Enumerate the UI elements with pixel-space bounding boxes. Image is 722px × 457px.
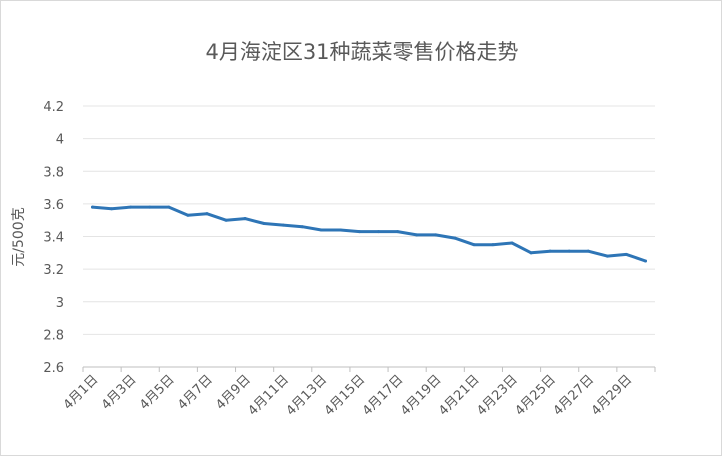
x-tick-label: 4月23日 [474, 372, 521, 419]
data-point [300, 225, 304, 229]
data-point [319, 228, 323, 232]
data-point [491, 243, 495, 247]
x-tick-label: 4月7日 [175, 372, 216, 413]
y-tick-label: 2.6 [43, 361, 64, 376]
data-point [605, 254, 609, 258]
x-axis-ticks: 4月1日4月3日4月5日4月7日4月9日4月11日4月13日4月15日4月17日… [61, 367, 656, 419]
series-line [91, 205, 647, 263]
x-tick-label: 4月15日 [322, 372, 369, 419]
y-tick-label: 3.4 [43, 231, 64, 246]
data-point [415, 233, 419, 237]
y-tick-label: 3.6 [43, 198, 64, 213]
y-axis-ticks: 4.2 4 3.8 3.6 3.4 3.2 3 2.8 2.6 [43, 100, 64, 376]
x-tick-label: 4月13日 [284, 372, 331, 419]
data-point [167, 205, 171, 209]
data-point [377, 230, 381, 234]
x-tick-label: 4月1日 [61, 372, 102, 413]
data-point [529, 251, 533, 255]
y-tick-label: 4 [56, 133, 64, 148]
chart-title: 4月海淀区31种蔬菜零售价格走势 [205, 40, 518, 64]
data-point [110, 207, 114, 211]
data-point [586, 249, 590, 253]
y-tick-label: 3.8 [43, 165, 64, 180]
x-tick-label: 4月27日 [551, 372, 598, 419]
y-tick-label: 2.8 [43, 328, 64, 343]
data-point [624, 252, 628, 256]
data-point [205, 212, 209, 216]
data-point [548, 249, 552, 253]
data-point [243, 217, 247, 221]
data-point [453, 236, 457, 240]
y-tick-label: 3 [56, 296, 64, 311]
x-tick-label: 4月21日 [436, 372, 483, 419]
data-point [224, 218, 228, 222]
x-tick-label: 4月19日 [398, 372, 445, 419]
data-point [129, 205, 133, 209]
x-tick-label: 4月17日 [360, 372, 407, 419]
data-point [472, 243, 476, 247]
data-point [567, 249, 571, 253]
data-point [262, 221, 266, 225]
data-point [281, 223, 285, 227]
x-tick-label: 4月11日 [245, 372, 292, 419]
data-point [510, 241, 514, 245]
y-tick-label: 4.2 [43, 100, 64, 115]
data-point [357, 230, 361, 234]
data-point [148, 205, 152, 209]
x-tick-label: 4月29日 [589, 372, 636, 419]
series-layer [91, 205, 647, 263]
y-axis-label: 元/500克 [11, 207, 27, 266]
x-tick-label: 4月3日 [99, 372, 140, 413]
data-point [186, 213, 190, 217]
x-tick-label: 4月25日 [512, 372, 559, 419]
data-point [643, 259, 647, 263]
data-point [338, 228, 342, 232]
data-point [91, 205, 95, 209]
data-point [396, 230, 400, 234]
y-tick-label: 3.2 [43, 263, 64, 278]
x-tick-label: 4月5日 [137, 372, 178, 413]
gridlines [83, 105, 655, 368]
data-point [434, 233, 438, 237]
